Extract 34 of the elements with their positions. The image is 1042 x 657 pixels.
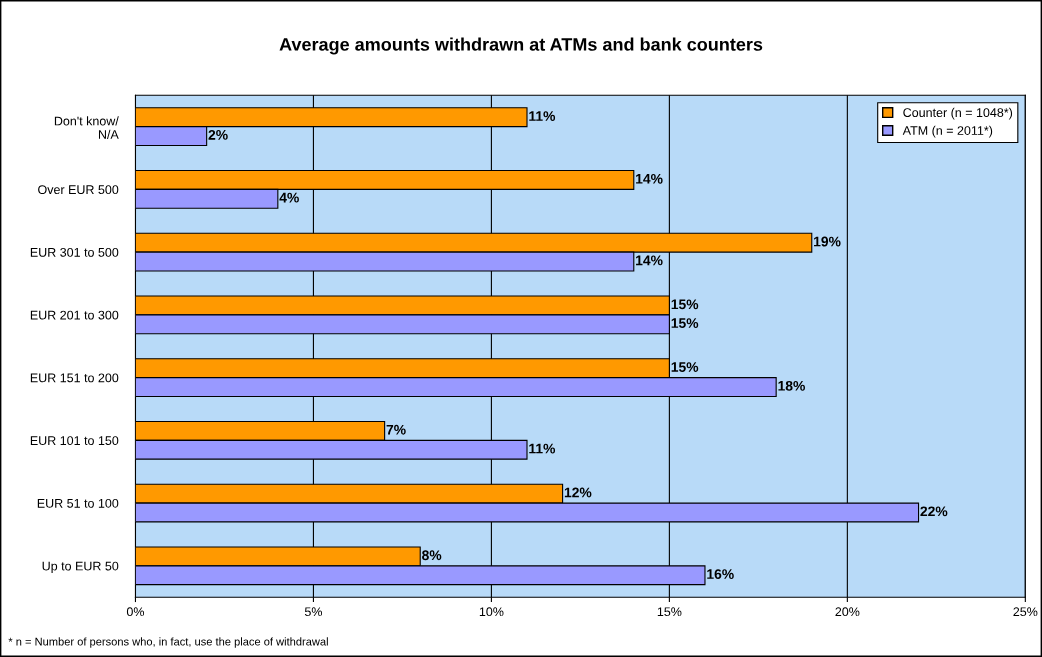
- data-label: 12%: [564, 487, 592, 498]
- data-label: 4%: [279, 192, 299, 203]
- x-tick-label: 10%: [479, 607, 504, 617]
- data-label: 15%: [671, 318, 699, 329]
- data-label: 19%: [814, 236, 841, 247]
- legend-label: ATM (n = 2011*): [902, 125, 993, 138]
- chart-title: Average amounts withdrawn at ATMs and bank counters: [279, 37, 763, 55]
- data-label: 15%: [671, 299, 699, 310]
- y-tick-label: EUR 51 to 100: [37, 498, 119, 508]
- data-label: 16%: [707, 569, 734, 579]
- x-tick-label: 20%: [835, 607, 860, 617]
- y-tick-label: Over EUR 500: [38, 185, 119, 195]
- y-tick-label: EUR 151 to 200: [30, 373, 119, 383]
- data-label: 15%: [671, 362, 699, 372]
- x-tick-label: 25%: [1013, 607, 1038, 617]
- x-tick-label: 0%: [126, 607, 145, 617]
- data-label: 11%: [529, 111, 556, 121]
- y-tick-label: EUR 301 to 500: [30, 247, 119, 257]
- text: * n = Number of persons who, in fact, use the place of withdrawal: [8, 637, 328, 648]
- y-tick-label: Don't know/ N/A: [54, 116, 119, 139]
- data-label: 8%: [422, 550, 442, 561]
- data-label: 18%: [778, 380, 805, 391]
- y-tick-label: Up to EUR 50: [42, 561, 119, 573]
- data-label: 14%: [636, 255, 663, 266]
- y-tick-label: EUR 201 to 300: [30, 310, 119, 320]
- legend-label: Counter (n = 1048*): [903, 107, 1013, 120]
- data-label: 22%: [920, 506, 948, 517]
- data-label: 14%: [636, 173, 663, 184]
- data-label: 7%: [386, 424, 406, 435]
- data-label: 2%: [208, 129, 228, 140]
- y-tick-label: EUR 101 to 150: [30, 436, 119, 446]
- x-tick-label: 5%: [304, 607, 323, 617]
- data-label: 11%: [529, 443, 556, 454]
- x-tick-label: 15%: [657, 607, 682, 617]
